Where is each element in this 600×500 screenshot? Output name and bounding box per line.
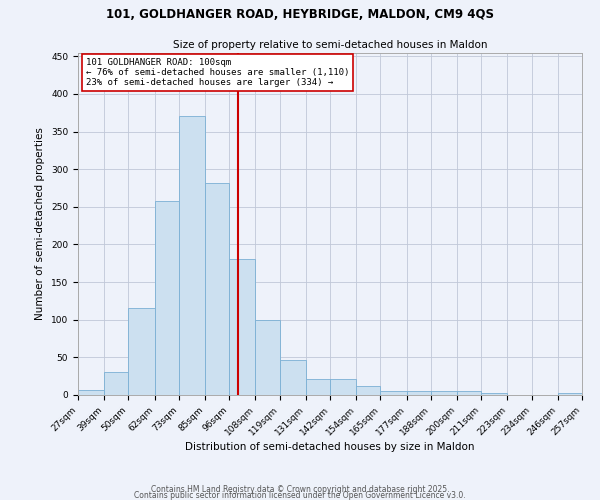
Bar <box>407 391 431 395</box>
Bar <box>280 360 306 395</box>
Bar <box>380 391 407 395</box>
Bar <box>457 391 481 395</box>
Bar <box>104 372 128 395</box>
Text: Contains public sector information licensed under the Open Government Licence v3: Contains public sector information licen… <box>134 490 466 500</box>
Bar <box>558 392 582 395</box>
Y-axis label: Number of semi-detached properties: Number of semi-detached properties <box>35 128 46 320</box>
Bar <box>78 390 104 395</box>
Bar <box>481 394 508 395</box>
Bar <box>229 259 256 395</box>
Text: 101 GOLDHANGER ROAD: 100sqm
← 76% of semi-detached houses are smaller (1,110)
23: 101 GOLDHANGER ROAD: 100sqm ← 76% of sem… <box>86 58 349 88</box>
Bar <box>256 320 280 395</box>
Text: Contains HM Land Registry data © Crown copyright and database right 2025.: Contains HM Land Registry data © Crown c… <box>151 484 449 494</box>
Bar <box>128 308 155 395</box>
Bar <box>356 386 380 395</box>
Bar <box>330 379 356 395</box>
Bar <box>431 391 457 395</box>
Title: Size of property relative to semi-detached houses in Maldon: Size of property relative to semi-detach… <box>173 40 487 50</box>
Bar <box>205 184 229 395</box>
Bar <box>306 379 330 395</box>
X-axis label: Distribution of semi-detached houses by size in Maldon: Distribution of semi-detached houses by … <box>185 442 475 452</box>
Bar <box>179 116 205 395</box>
Bar <box>155 201 179 395</box>
Text: 101, GOLDHANGER ROAD, HEYBRIDGE, MALDON, CM9 4QS: 101, GOLDHANGER ROAD, HEYBRIDGE, MALDON,… <box>106 8 494 20</box>
